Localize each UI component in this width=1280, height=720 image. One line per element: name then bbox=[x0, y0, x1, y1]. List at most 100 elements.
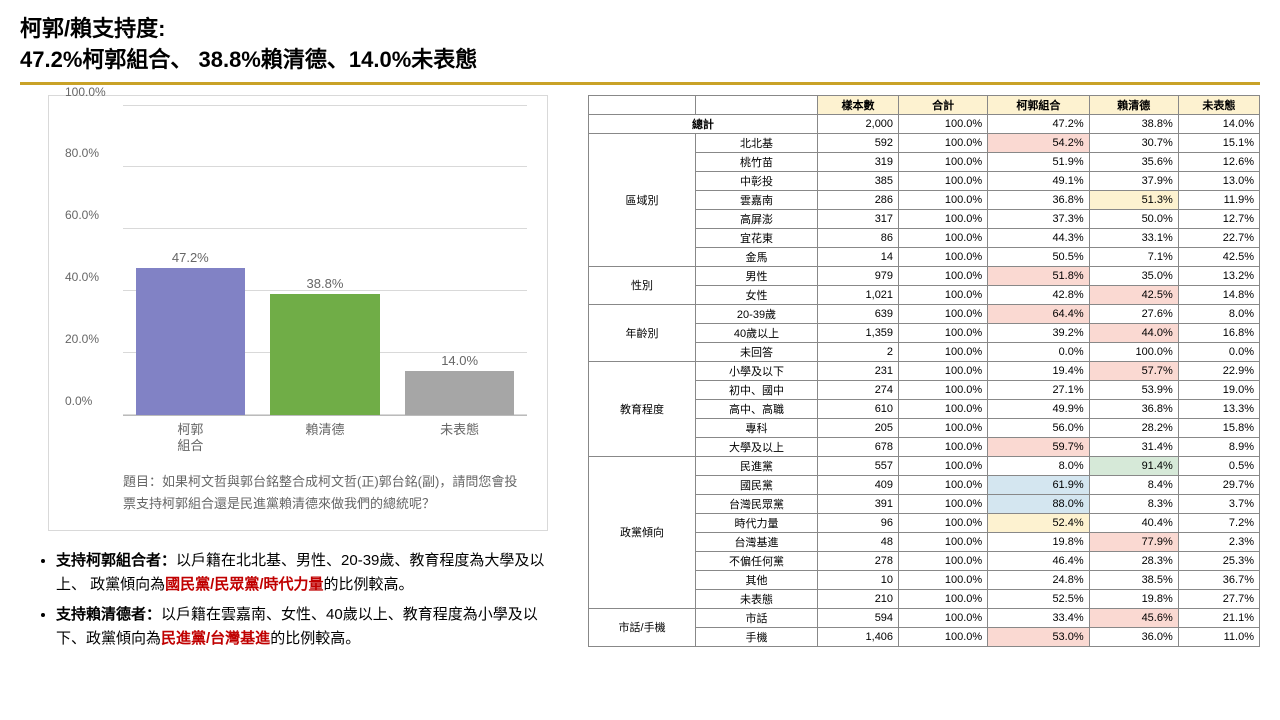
cell: 14.0% bbox=[1178, 114, 1259, 133]
cell: 100.0% bbox=[899, 570, 988, 589]
row-label: 男性 bbox=[696, 266, 818, 285]
row-label: 未回答 bbox=[696, 342, 818, 361]
row-label: 台灣民眾黨 bbox=[696, 494, 818, 513]
page-title: 柯郭/賴支持度: 47.2%柯郭組合、 38.8%賴清德、14.0%未表態 bbox=[20, 14, 1260, 76]
cell: 100.0% bbox=[899, 532, 988, 551]
table-header: 柯郭組合 bbox=[988, 95, 1089, 114]
cell: 205 bbox=[817, 418, 898, 437]
cell: 38.8% bbox=[1089, 114, 1178, 133]
cell: 77.9% bbox=[1089, 532, 1178, 551]
row-label: 中彰投 bbox=[696, 171, 818, 190]
cell: 14 bbox=[817, 247, 898, 266]
row-label: 不偏任何黨 bbox=[696, 551, 818, 570]
row-label: 手機 bbox=[696, 627, 818, 646]
row-label: 高屏澎 bbox=[696, 209, 818, 228]
cell: 51.8% bbox=[988, 266, 1089, 285]
crosstab-table: 樣本數合計柯郭組合賴清德未表態總計2,000100.0%47.2%38.8%14… bbox=[588, 95, 1260, 647]
cell: 409 bbox=[817, 475, 898, 494]
cell: 45.6% bbox=[1089, 608, 1178, 627]
cell: 231 bbox=[817, 361, 898, 380]
cell: 100.0% bbox=[899, 361, 988, 380]
cell: 36.0% bbox=[1089, 627, 1178, 646]
cell: 286 bbox=[817, 190, 898, 209]
cell: 100.0% bbox=[899, 380, 988, 399]
y-axis-label: 0.0% bbox=[65, 394, 92, 408]
cell: 1,406 bbox=[817, 627, 898, 646]
cell: 64.4% bbox=[988, 304, 1089, 323]
cell: 610 bbox=[817, 399, 898, 418]
cell: 100.0% bbox=[899, 152, 988, 171]
cell: 100.0% bbox=[899, 342, 988, 361]
cell: 2.3% bbox=[1178, 532, 1259, 551]
cell: 8.0% bbox=[1178, 304, 1259, 323]
cell: 100.0% bbox=[899, 209, 988, 228]
row-label: 專科 bbox=[696, 418, 818, 437]
row-label: 台灣基進 bbox=[696, 532, 818, 551]
cell: 7.2% bbox=[1178, 513, 1259, 532]
cell: 3.7% bbox=[1178, 494, 1259, 513]
cell: 100.0% bbox=[1089, 342, 1178, 361]
cell: 37.3% bbox=[988, 209, 1089, 228]
title-divider bbox=[20, 82, 1260, 85]
cell: 35.0% bbox=[1089, 266, 1178, 285]
cell: 22.7% bbox=[1178, 228, 1259, 247]
group-label: 教育程度 bbox=[589, 361, 696, 456]
cell: 100.0% bbox=[899, 190, 988, 209]
cell: 33.1% bbox=[1089, 228, 1178, 247]
cell: 100.0% bbox=[899, 323, 988, 342]
cell: 91.4% bbox=[1089, 456, 1178, 475]
cell: 0.0% bbox=[1178, 342, 1259, 361]
cell: 13.0% bbox=[1178, 171, 1259, 190]
table-row: 教育程度小學及以下231100.0%19.4%57.7%22.9% bbox=[589, 361, 1260, 380]
cell: 51.9% bbox=[988, 152, 1089, 171]
cell: 557 bbox=[817, 456, 898, 475]
cell: 100.0% bbox=[899, 551, 988, 570]
cell: 42.5% bbox=[1089, 285, 1178, 304]
cell: 57.7% bbox=[1089, 361, 1178, 380]
cell: 46.4% bbox=[988, 551, 1089, 570]
cell: 11.0% bbox=[1178, 627, 1259, 646]
cell: 19.8% bbox=[1089, 589, 1178, 608]
cell: 12.6% bbox=[1178, 152, 1259, 171]
cell: 678 bbox=[817, 437, 898, 456]
cell: 29.7% bbox=[1178, 475, 1259, 494]
row-label: 雲嘉南 bbox=[696, 190, 818, 209]
cell: 979 bbox=[817, 266, 898, 285]
cell: 16.8% bbox=[1178, 323, 1259, 342]
cell: 44.3% bbox=[988, 228, 1089, 247]
cell: 27.7% bbox=[1178, 589, 1259, 608]
y-axis-label: 40.0% bbox=[65, 270, 99, 284]
bar: 14.0% bbox=[405, 353, 514, 414]
row-label: 總計 bbox=[589, 114, 818, 133]
cell: 8.0% bbox=[988, 456, 1089, 475]
bar: 38.8% bbox=[270, 276, 379, 414]
cell: 385 bbox=[817, 171, 898, 190]
cell: 39.2% bbox=[988, 323, 1089, 342]
row-label: 桃竹苗 bbox=[696, 152, 818, 171]
row-label: 初中、國中 bbox=[696, 380, 818, 399]
cell: 53.9% bbox=[1089, 380, 1178, 399]
cell: 1,359 bbox=[817, 323, 898, 342]
group-label: 政黨傾向 bbox=[589, 456, 696, 608]
table-header: 合計 bbox=[899, 95, 988, 114]
cell: 49.1% bbox=[988, 171, 1089, 190]
cell: 96 bbox=[817, 513, 898, 532]
table-row: 政黨傾向民進黨557100.0%8.0%91.4%0.5% bbox=[589, 456, 1260, 475]
cell: 50.5% bbox=[988, 247, 1089, 266]
cell: 13.2% bbox=[1178, 266, 1259, 285]
cell: 19.4% bbox=[988, 361, 1089, 380]
cell: 2,000 bbox=[817, 114, 898, 133]
row-label: 國民黨 bbox=[696, 475, 818, 494]
bar-rect bbox=[405, 371, 514, 414]
cell: 40.4% bbox=[1089, 513, 1178, 532]
table-row: 市話/手機市話594100.0%33.4%45.6%21.1% bbox=[589, 608, 1260, 627]
cell: 274 bbox=[817, 380, 898, 399]
cell: 25.3% bbox=[1178, 551, 1259, 570]
cell: 594 bbox=[817, 608, 898, 627]
note-1: 支持柯郭組合者：以戶籍在北北基、男性、20-39歲、教育程度為大學及以上、 政黨… bbox=[56, 549, 554, 597]
cell: 15.8% bbox=[1178, 418, 1259, 437]
title-line-2: 47.2%柯郭組合、 38.8%賴清德、14.0%未表態 bbox=[20, 47, 477, 72]
cell: 33.4% bbox=[988, 608, 1089, 627]
row-label: 民進黨 bbox=[696, 456, 818, 475]
row-label: 宜花東 bbox=[696, 228, 818, 247]
